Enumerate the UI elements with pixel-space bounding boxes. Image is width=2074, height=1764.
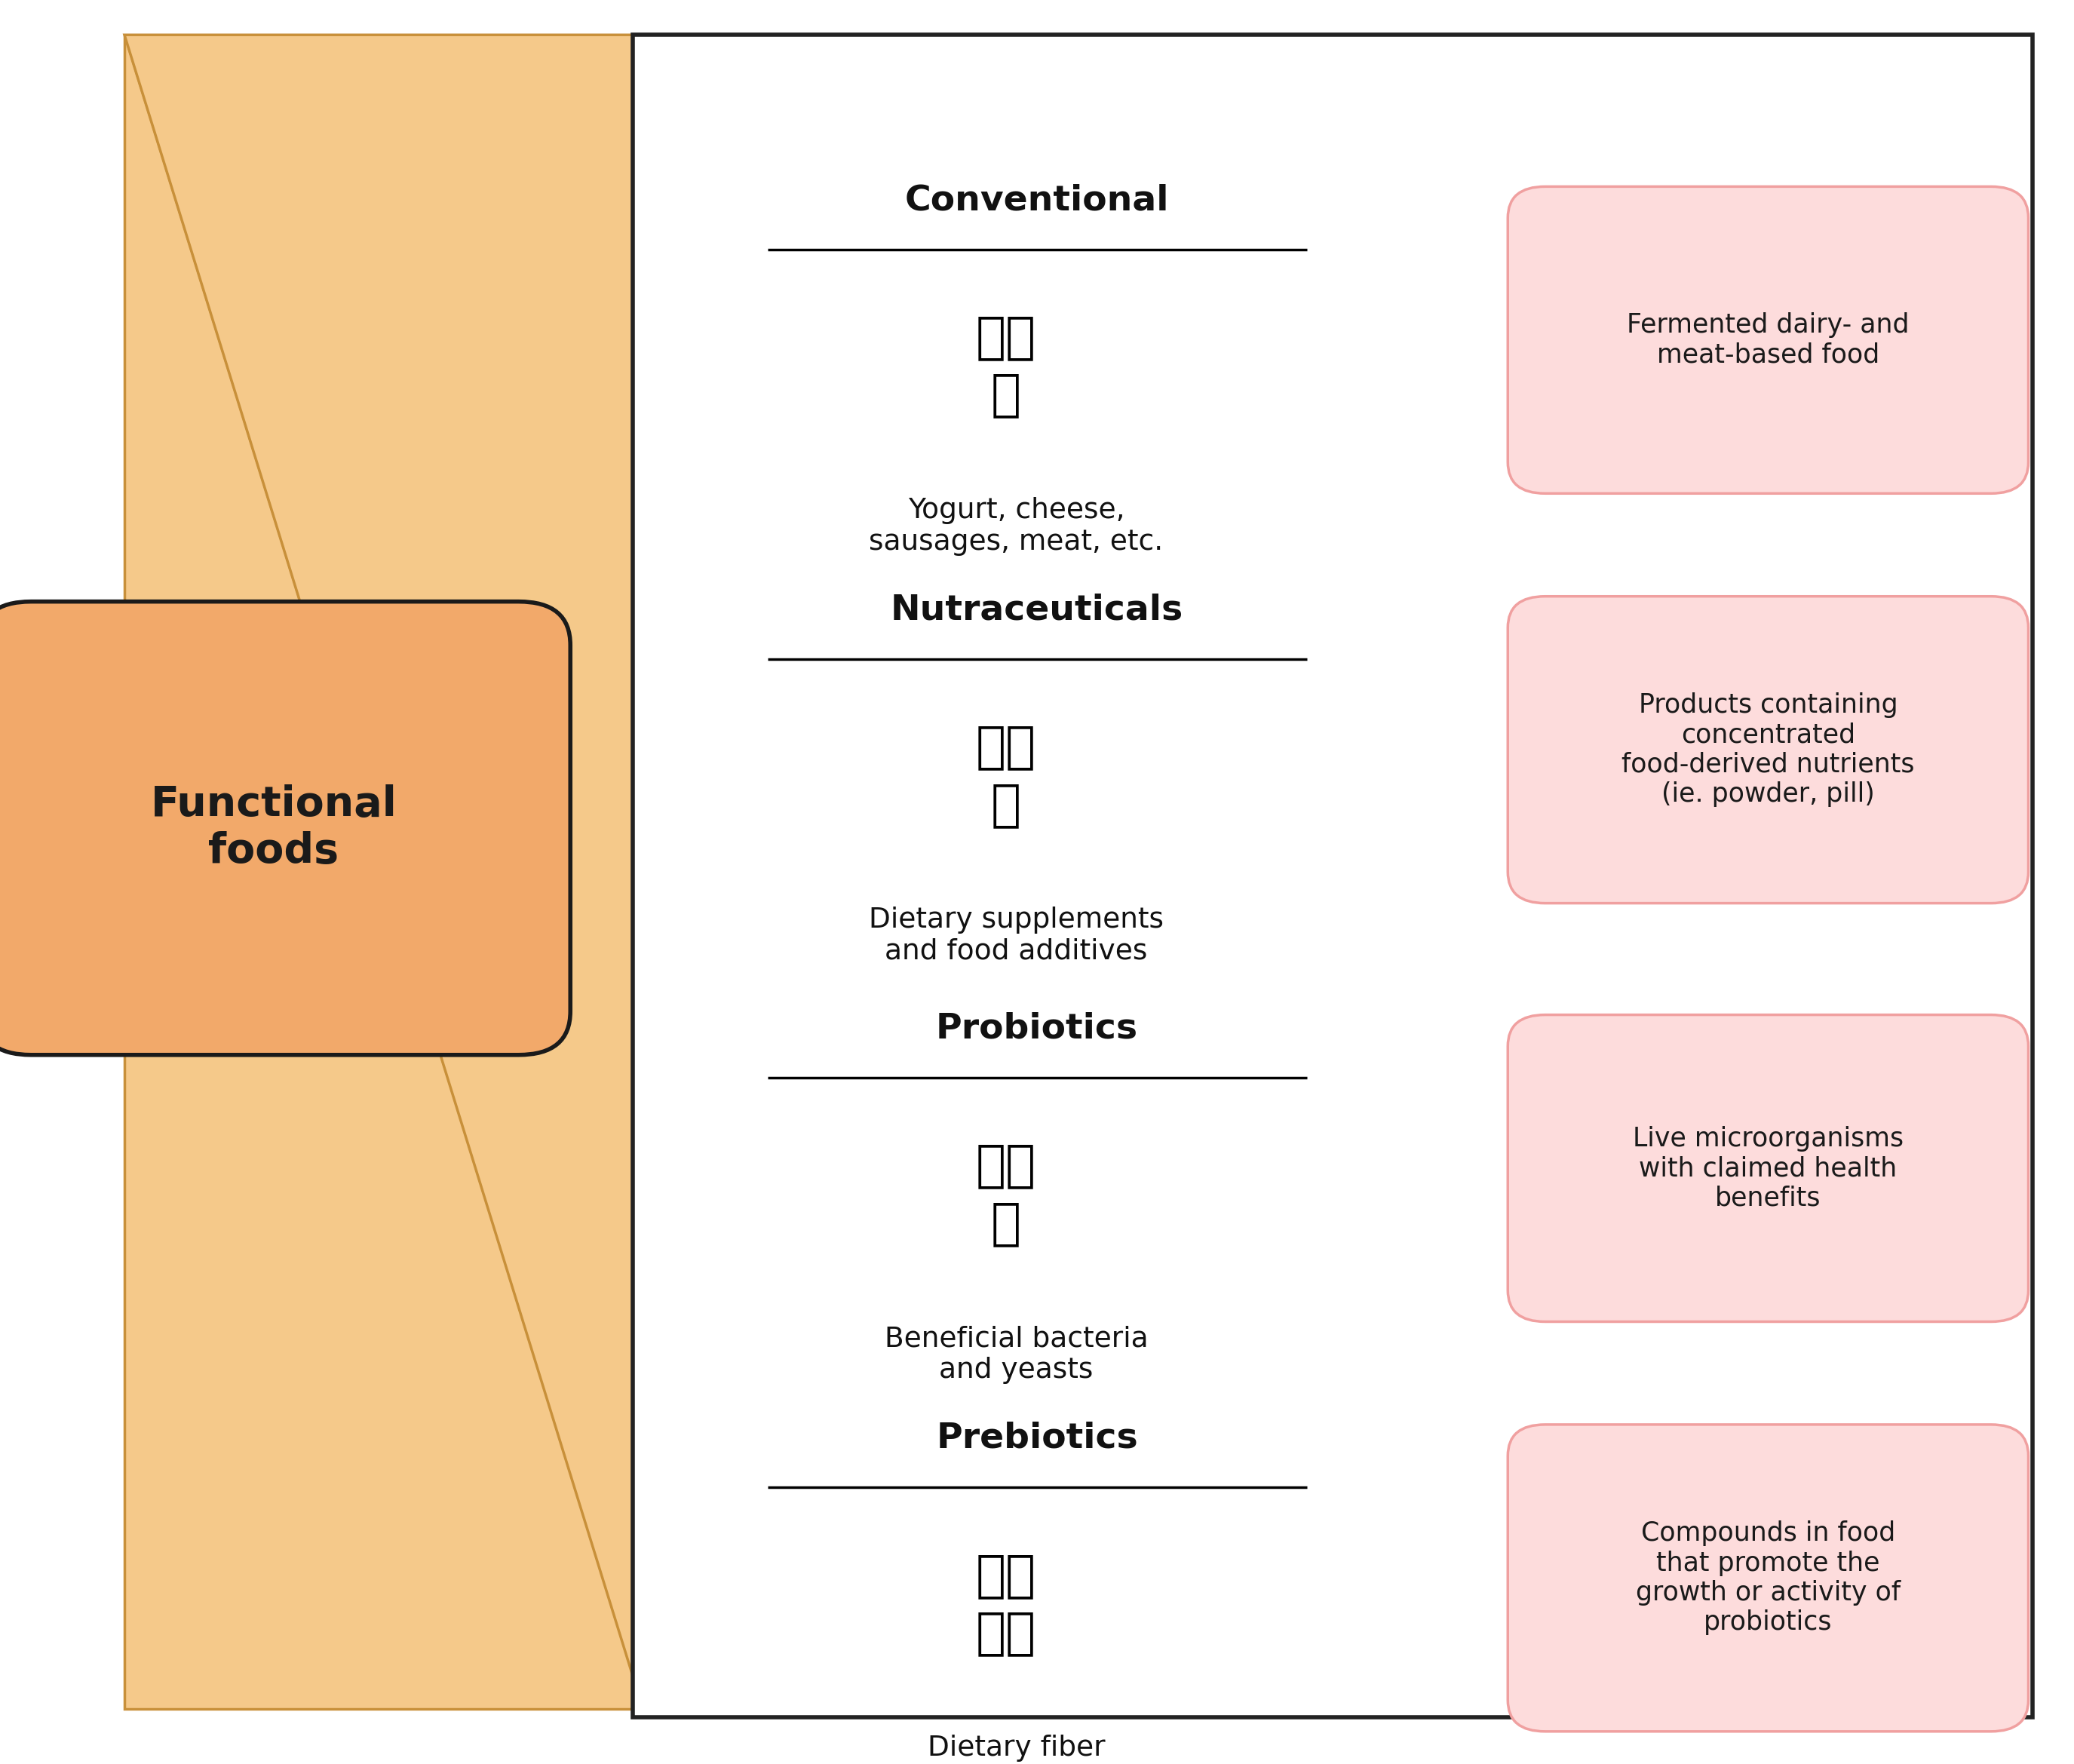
Polygon shape	[124, 35, 643, 1709]
FancyBboxPatch shape	[1508, 596, 2028, 903]
FancyBboxPatch shape	[1508, 187, 2028, 494]
Text: Probiotics: Probiotics	[935, 1013, 1139, 1046]
Text: 🦠🍄
🔬: 🦠🍄 🔬	[975, 1141, 1037, 1249]
Text: Conventional: Conventional	[904, 183, 1170, 217]
Text: 🥕🍅
🍇🥦: 🥕🍅 🍇🥦	[975, 1551, 1037, 1658]
Text: Prebiotics: Prebiotics	[935, 1422, 1139, 1455]
FancyBboxPatch shape	[1508, 1425, 2028, 1732]
FancyBboxPatch shape	[0, 602, 570, 1055]
Text: Nutraceuticals: Nutraceuticals	[890, 593, 1184, 628]
Text: Products containing
concentrated
food-derived nutrients
(ie. powder, pill): Products containing concentrated food-de…	[1622, 693, 1914, 808]
Text: 🌰💊
🩺: 🌰💊 🩺	[975, 721, 1037, 829]
FancyBboxPatch shape	[1508, 1014, 2028, 1321]
Text: Compounds in food
that promote the
growth or activity of
probiotics: Compounds in food that promote the growt…	[1636, 1521, 1900, 1635]
Text: 🥛🧀
🥩: 🥛🧀 🥩	[975, 312, 1037, 420]
Text: Fermented dairy- and
meat-based food: Fermented dairy- and meat-based food	[1626, 312, 1910, 367]
Text: Dietary supplements
and food additives: Dietary supplements and food additives	[869, 907, 1164, 965]
FancyBboxPatch shape	[633, 35, 2033, 1718]
Text: Functional
foods: Functional foods	[151, 785, 396, 871]
Text: Dietary fiber: Dietary fiber	[927, 1736, 1105, 1762]
Text: Yogurt, cheese,
sausages, meat, etc.: Yogurt, cheese, sausages, meat, etc.	[869, 497, 1164, 556]
Text: Beneficial bacteria
and yeasts: Beneficial bacteria and yeasts	[884, 1325, 1149, 1383]
Polygon shape	[124, 35, 643, 1709]
Text: Live microorganisms
with claimed health
benefits: Live microorganisms with claimed health …	[1632, 1125, 1904, 1210]
